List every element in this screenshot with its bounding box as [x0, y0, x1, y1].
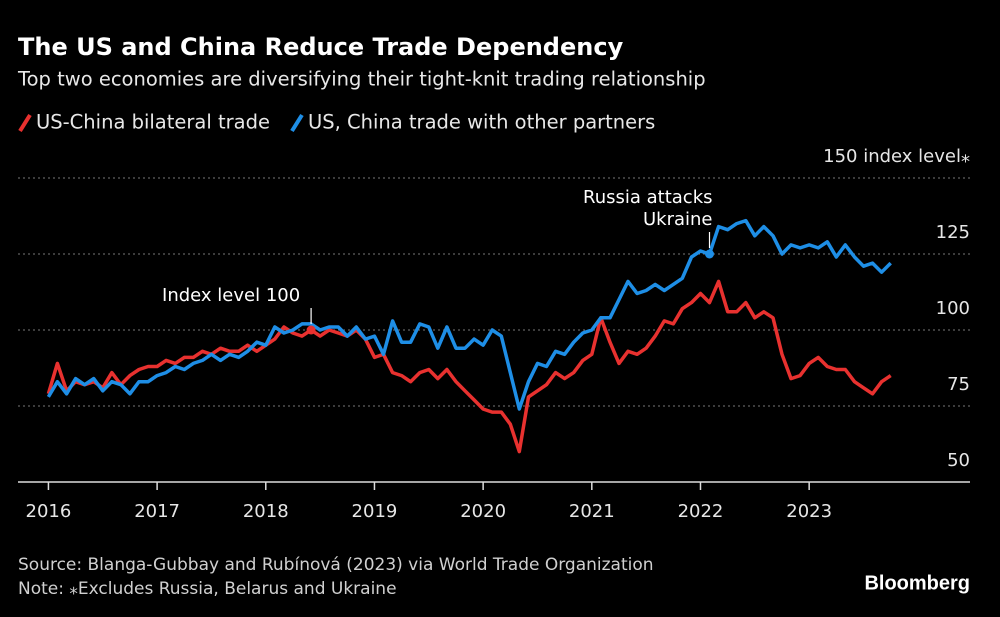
logo: Bloomberg [864, 572, 970, 594]
source: Source: Blanga-Gubbay and Rubínová (2023… [18, 555, 654, 575]
annotation-text: Russia attacks [583, 187, 713, 208]
x-tick-label: 2017 [134, 501, 180, 522]
series-line [46, 279, 892, 454]
x-tick-label: 2022 [678, 501, 724, 522]
legend-label: US, China trade with other partners [308, 111, 655, 134]
legend-swatch [290, 113, 304, 133]
series-line [46, 218, 892, 411]
annotation-text: Ukraine [643, 209, 713, 230]
chart-title: The US and China Reduce Trade Dependency [18, 33, 624, 61]
y-tick-label: 150 index level⁎ [823, 146, 970, 167]
x-tick-label: 2019 [352, 501, 398, 522]
y-tick-label: 75 [947, 374, 970, 395]
legend-swatch [18, 113, 32, 133]
x-tick-label: 2016 [26, 501, 72, 522]
annotation-point [306, 325, 316, 335]
y-tick-label: 100 [936, 298, 970, 319]
note: Note: ⁎Excludes Russia, Belarus and Ukra… [18, 579, 397, 599]
y-tick-label: 125 [936, 222, 970, 243]
annotation-point [705, 249, 715, 259]
x-tick-label: 2021 [569, 501, 615, 522]
chart-subtitle: Top two economies are diversifying their… [17, 68, 706, 91]
legend-label: US-China bilateral trade [36, 111, 270, 134]
x-tick-label: 2020 [460, 501, 506, 522]
x-tick-label: 2018 [243, 501, 289, 522]
annotation-text: Index level 100 [162, 285, 300, 306]
x-tick-label: 2023 [786, 501, 832, 522]
y-tick-label: 50 [947, 450, 970, 471]
